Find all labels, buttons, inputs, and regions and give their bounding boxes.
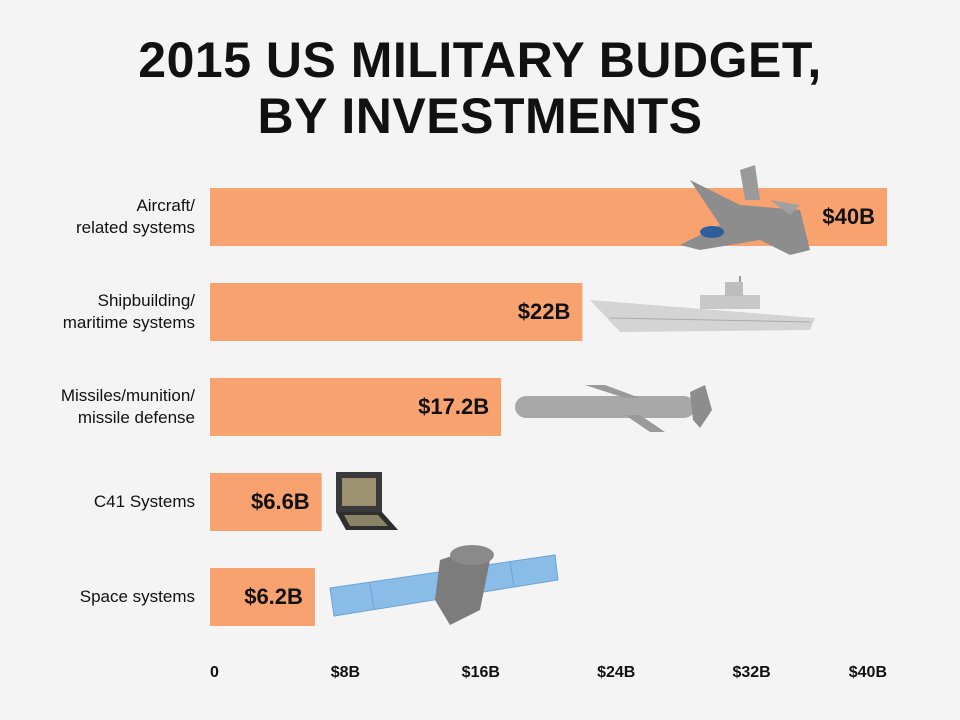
x-tick-label: $16B bbox=[462, 664, 500, 681]
bar bbox=[210, 473, 322, 531]
x-tick-label: $8B bbox=[331, 664, 360, 681]
jet-icon bbox=[680, 165, 810, 255]
x-tick-label: $32B bbox=[732, 664, 770, 681]
data-label: $17.2B bbox=[418, 394, 489, 419]
labels: 0 $8B $16B $24B $32B $40B $40B $22B $17.2B $6.6B $… bbox=[210, 204, 887, 681]
data-label: $6.6B bbox=[251, 489, 310, 514]
y-tick-label: Missiles/munition/ missile defense bbox=[60, 386, 195, 427]
missile-icon bbox=[515, 385, 712, 432]
x-tick-label: $40B bbox=[849, 664, 887, 681]
ship-icon bbox=[590, 276, 815, 332]
x-tick-label: 0 bbox=[210, 664, 219, 681]
x-tick-label: $24B bbox=[597, 664, 635, 681]
data-label: $6.2B bbox=[244, 584, 303, 609]
laptop-icon bbox=[336, 472, 398, 530]
y-tick-label: Shipbuilding/ maritime systems bbox=[62, 291, 195, 332]
data-label: $40B bbox=[822, 204, 875, 229]
icons bbox=[329, 165, 815, 625]
bar bbox=[210, 283, 583, 341]
bar bbox=[210, 568, 315, 626]
bar bbox=[210, 378, 502, 436]
y-tick-label: Aircraft/ related systems bbox=[75, 196, 195, 237]
satellite-icon bbox=[329, 545, 559, 625]
y-tick-label: C41 Systems bbox=[93, 492, 195, 511]
bars bbox=[210, 188, 887, 626]
y-tick-label: Space systems bbox=[79, 587, 195, 606]
data-label: $22B bbox=[518, 299, 571, 324]
chart-title: 2015 US MILITARY BUDGET, BY INVESTMENTS bbox=[138, 32, 822, 144]
